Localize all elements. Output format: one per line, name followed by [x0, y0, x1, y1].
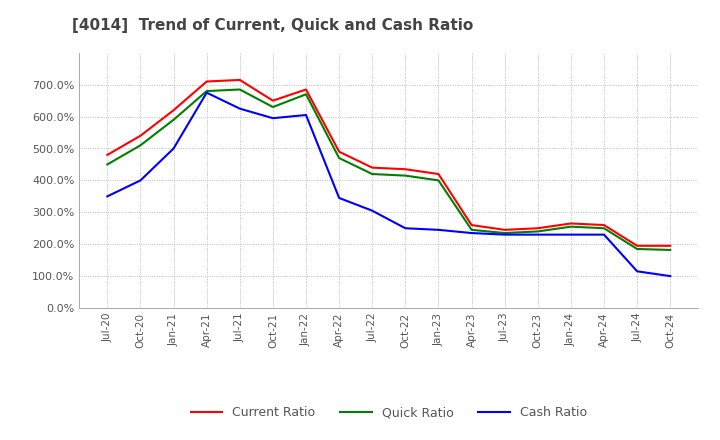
Quick Ratio	[103, 162, 112, 167]
Cash Ratio	[302, 112, 310, 117]
Cash Ratio	[534, 232, 542, 237]
Cash Ratio	[467, 231, 476, 236]
Cash Ratio	[269, 116, 277, 121]
Quick Ratio	[500, 231, 509, 236]
Quick Ratio	[269, 104, 277, 110]
Quick Ratio	[235, 87, 244, 92]
Current Ratio	[269, 98, 277, 103]
Current Ratio	[235, 77, 244, 83]
Quick Ratio	[335, 155, 343, 161]
Current Ratio	[202, 79, 211, 84]
Quick Ratio	[567, 224, 575, 229]
Cash Ratio	[136, 178, 145, 183]
Cash Ratio	[202, 90, 211, 95]
Current Ratio	[169, 107, 178, 113]
Line: Cash Ratio: Cash Ratio	[107, 93, 670, 276]
Current Ratio	[534, 226, 542, 231]
Quick Ratio	[666, 247, 675, 253]
Current Ratio	[567, 221, 575, 226]
Quick Ratio	[302, 92, 310, 97]
Quick Ratio	[467, 227, 476, 232]
Current Ratio	[600, 223, 608, 228]
Current Ratio	[500, 227, 509, 232]
Quick Ratio	[633, 246, 642, 252]
Quick Ratio	[136, 143, 145, 148]
Line: Quick Ratio: Quick Ratio	[107, 89, 670, 250]
Quick Ratio	[434, 178, 443, 183]
Cash Ratio	[401, 226, 410, 231]
Current Ratio	[633, 243, 642, 249]
Cash Ratio	[434, 227, 443, 232]
Cash Ratio	[169, 146, 178, 151]
Cash Ratio	[666, 273, 675, 279]
Current Ratio	[302, 87, 310, 92]
Current Ratio	[401, 167, 410, 172]
Cash Ratio	[600, 232, 608, 237]
Current Ratio	[368, 165, 377, 170]
Current Ratio	[136, 133, 145, 138]
Current Ratio	[103, 152, 112, 158]
Current Ratio	[335, 149, 343, 154]
Current Ratio	[434, 171, 443, 176]
Cash Ratio	[235, 106, 244, 111]
Quick Ratio	[368, 171, 377, 176]
Quick Ratio	[534, 229, 542, 234]
Quick Ratio	[202, 88, 211, 94]
Quick Ratio	[600, 226, 608, 231]
Text: [4014]  Trend of Current, Quick and Cash Ratio: [4014] Trend of Current, Quick and Cash …	[72, 18, 473, 33]
Line: Current Ratio: Current Ratio	[107, 80, 670, 246]
Cash Ratio	[335, 195, 343, 201]
Cash Ratio	[633, 269, 642, 274]
Current Ratio	[467, 223, 476, 228]
Quick Ratio	[401, 173, 410, 178]
Cash Ratio	[103, 194, 112, 199]
Cash Ratio	[500, 232, 509, 237]
Cash Ratio	[368, 208, 377, 213]
Quick Ratio	[169, 117, 178, 122]
Cash Ratio	[567, 232, 575, 237]
Current Ratio	[666, 243, 675, 249]
Legend: Current Ratio, Quick Ratio, Cash Ratio: Current Ratio, Quick Ratio, Cash Ratio	[186, 401, 592, 424]
